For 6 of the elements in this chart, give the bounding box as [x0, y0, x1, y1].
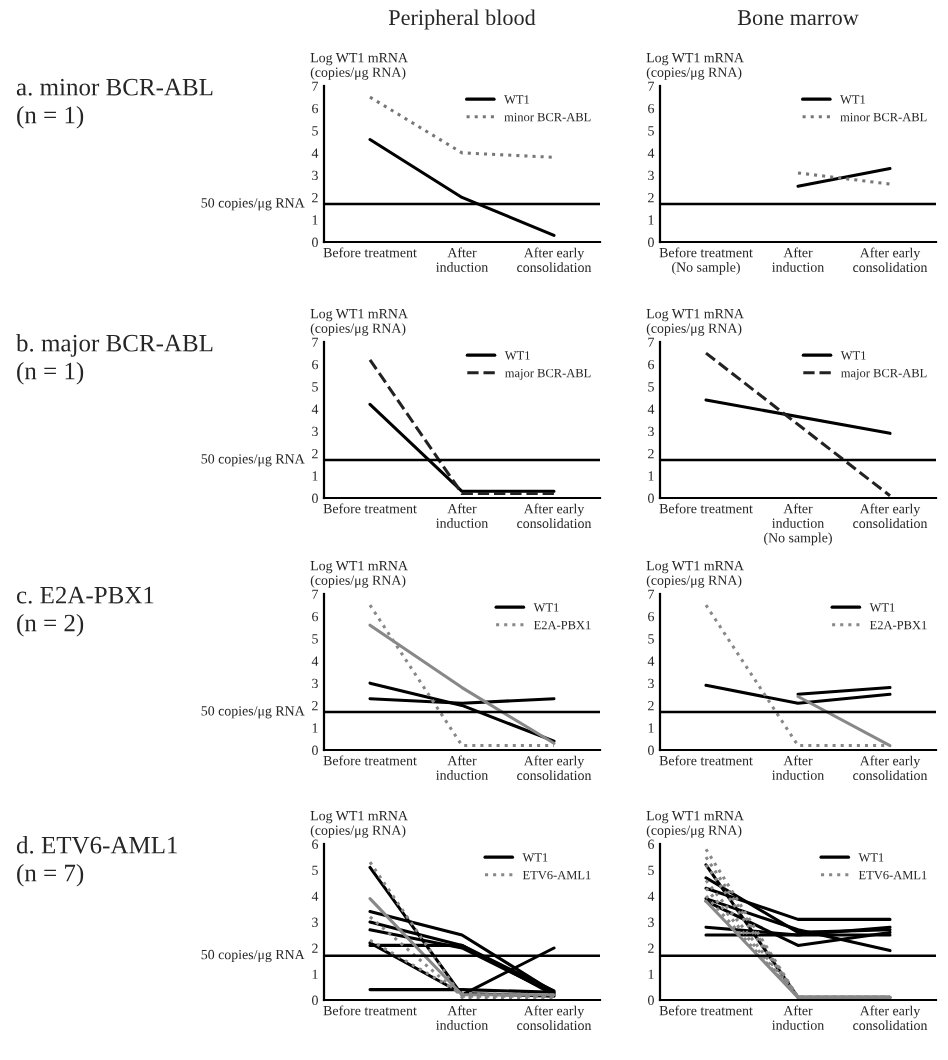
text: a. minor BCR-ABL (n = 1) [16, 78, 213, 129]
text: d. ETV6-AML1 (n = 7) [16, 836, 177, 887]
chart-title: Peripheral blood [388, 9, 536, 30]
text: b. major BCR-ABL (n = 1) [16, 334, 213, 385]
text: c. E2A-PBX1 (n = 2) [16, 586, 154, 637]
chart-title: Bone marrow [737, 10, 859, 26]
